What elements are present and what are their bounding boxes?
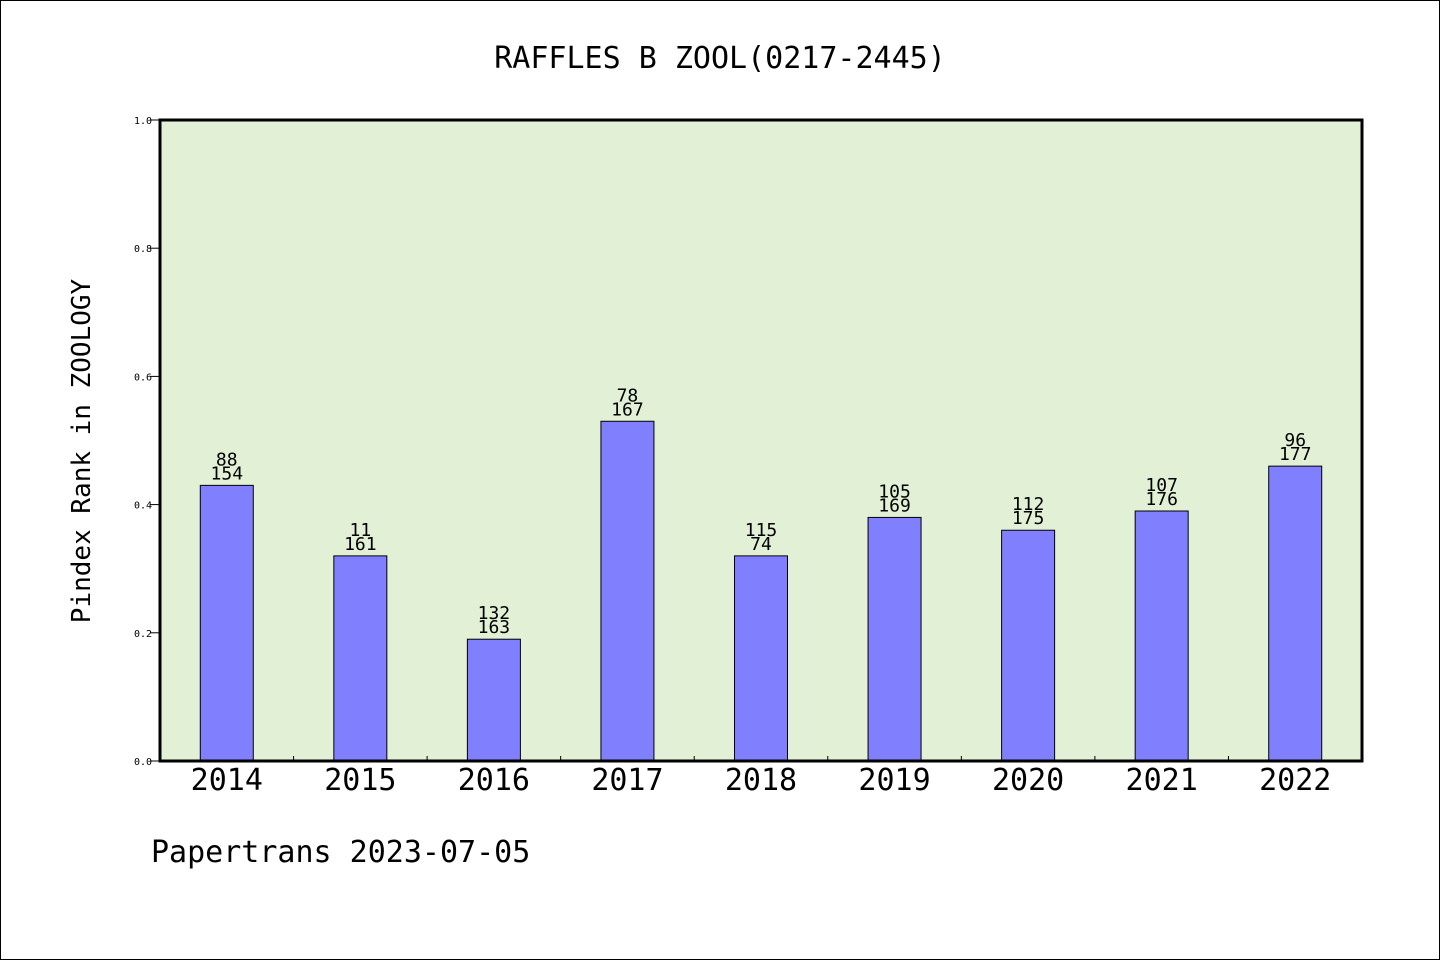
bar-label-top: 96 bbox=[1284, 430, 1306, 451]
x-axis: 2014 2015 2016 2017 2018 2019 2020 2021 2022 bbox=[191, 756, 1331, 798]
x-tick-label: 2022 bbox=[1259, 763, 1331, 798]
plot-border bbox=[158, 118, 1364, 763]
bar-label-top: 115 bbox=[745, 520, 778, 541]
y-tick-label: 0.6 bbox=[134, 372, 152, 383]
bar bbox=[1001, 529, 1056, 762]
bar-label-bottom: 163 bbox=[478, 617, 511, 638]
x-tick-label: 2016 bbox=[458, 763, 530, 798]
chart-title: RAFFLES B ZOOL(0217-2445) bbox=[494, 41, 946, 76]
bar bbox=[867, 516, 922, 762]
y-tick-label: 0.4 bbox=[134, 501, 152, 512]
bar-label-bottom: 175 bbox=[1012, 508, 1045, 529]
y-axis: 0.0 0.2 0.4 0.6 0.8 1.0 bbox=[134, 116, 160, 768]
bar-label-top: 132 bbox=[478, 603, 511, 624]
y-tick-label: 0.8 bbox=[134, 244, 152, 255]
y-tick-label: 0.0 bbox=[134, 757, 152, 768]
bar-label-bottom: 74 bbox=[750, 534, 772, 555]
y-tick-label: 0.2 bbox=[134, 629, 152, 640]
x-tick-label: 2014 bbox=[191, 763, 263, 798]
bar-label-top: 105 bbox=[878, 481, 911, 502]
x-tick-label: 2018 bbox=[725, 763, 797, 798]
x-tick-label: 2020 bbox=[992, 763, 1064, 798]
x-tick-label: 2021 bbox=[1126, 763, 1198, 798]
x-tick-label: 2017 bbox=[591, 763, 663, 798]
bar-label-bottom: 177 bbox=[1279, 444, 1312, 465]
bar bbox=[333, 555, 388, 762]
bar bbox=[1134, 510, 1189, 762]
bar-label-bottom: 167 bbox=[611, 399, 644, 420]
bar-label-top: 107 bbox=[1145, 475, 1178, 496]
bar-label-bottom: 169 bbox=[878, 495, 911, 516]
y-tick-label: 1.0 bbox=[134, 116, 152, 127]
y-axis-label: Pindex Rank in ZOOLOGY bbox=[67, 278, 97, 623]
bar-label-bottom: 154 bbox=[211, 463, 244, 484]
x-tick-label: 2015 bbox=[324, 763, 396, 798]
bar bbox=[1268, 465, 1323, 762]
bar-label-top: 11 bbox=[349, 520, 371, 541]
bar bbox=[600, 420, 655, 762]
bar bbox=[199, 484, 254, 762]
bar-label-top: 78 bbox=[617, 385, 639, 406]
footer-credit: Papertrans 2023-07-05 bbox=[151, 835, 531, 870]
bar-label-bottom: 161 bbox=[344, 534, 377, 555]
bar-label-top: 88 bbox=[216, 449, 238, 470]
x-tick-label: 2019 bbox=[858, 763, 930, 798]
bar bbox=[466, 638, 521, 762]
bar-label-bottom: 176 bbox=[1145, 489, 1178, 510]
bar-label-top: 112 bbox=[1012, 494, 1045, 515]
bar bbox=[734, 555, 788, 762]
